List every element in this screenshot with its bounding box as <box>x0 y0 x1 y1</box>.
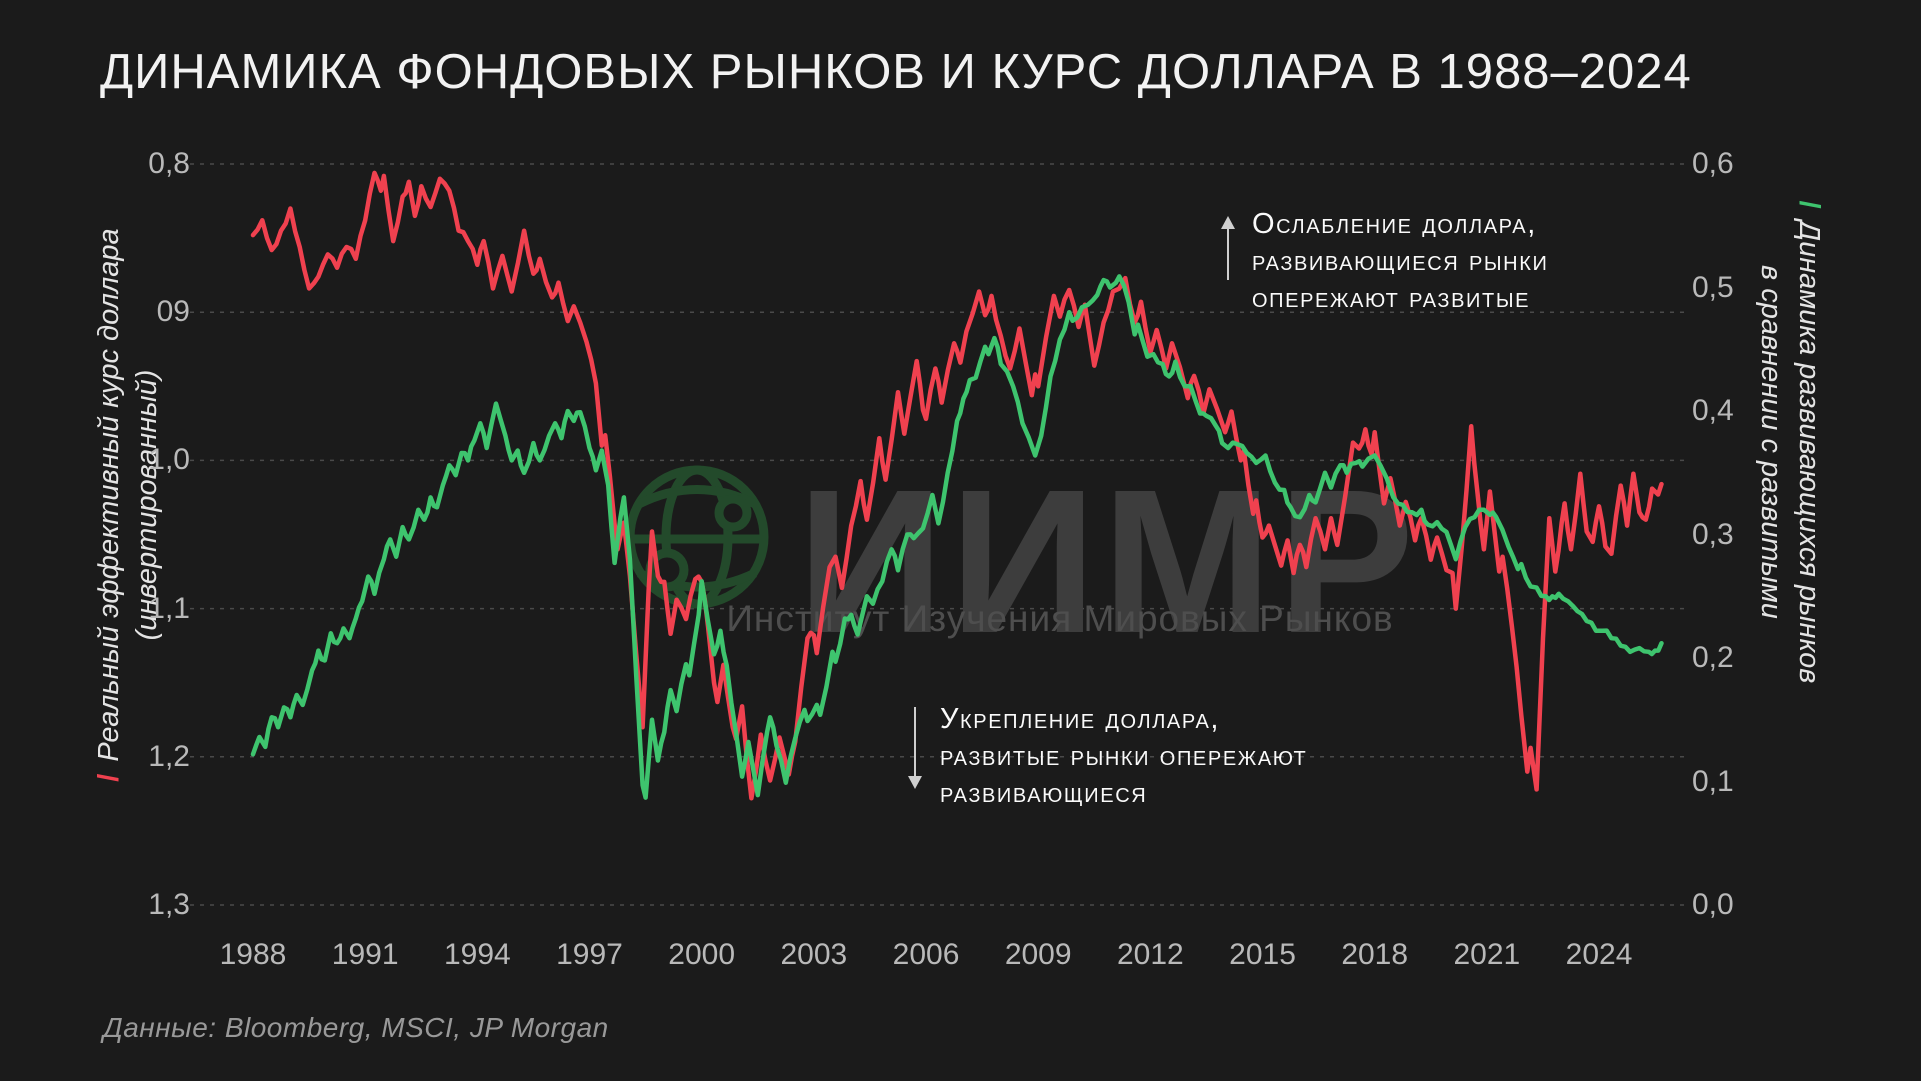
annotation-strong-dollar: Укрепление доллара, развитые рынки опере… <box>940 703 1308 809</box>
watermark-subtitle: Институт Изучения Мировых Рынков <box>726 598 1394 639</box>
left-axis-tick-label: 09 <box>156 295 190 329</box>
up-arrow-icon <box>1221 216 1235 280</box>
right-axis-tick-label: 0,5 <box>1692 270 1734 304</box>
left-axis-tick-label: 1,0 <box>148 443 190 477</box>
right-axis-tick-label: 0,3 <box>1692 517 1734 551</box>
x-axis-tick-label: 2003 <box>780 938 848 971</box>
red-series-marker: / <box>93 773 125 782</box>
x-axis-tick-label: 2021 <box>1453 938 1521 971</box>
right-axis-tick-label: 0,2 <box>1692 641 1734 674</box>
down-arrow-icon <box>908 707 922 789</box>
dollar-reer-line <box>250 170 1664 801</box>
green-series-marker: / <box>1793 200 1825 209</box>
left-axis-tick-label: 1,3 <box>148 888 190 921</box>
right-axis-tick-label: 0,0 <box>1692 888 1734 921</box>
x-axis-tick-label: 1997 <box>556 938 623 971</box>
right-axis-tick-label: 0,1 <box>1692 764 1734 798</box>
right-axis-title-line1: /Динамика развивающихся рынков <box>1790 201 1828 684</box>
x-axis-tick-label: 1994 <box>443 938 511 971</box>
globe-icon <box>625 465 769 609</box>
x-axis-tick-label: 2009 <box>1004 938 1072 971</box>
left-axis-tick-label: 1,1 <box>148 591 190 625</box>
right-axis-title-line2: в сравнении с развитыми <box>1755 265 1787 619</box>
left-axis-tick-label: 0,8 <box>148 147 190 180</box>
x-axis-tick-label: 2012 <box>1116 938 1184 971</box>
annotation-weak-dollar: Ослабление доллара, развивающиеся рынки … <box>1252 208 1549 314</box>
x-axis-tick-label: 1991 <box>331 938 399 971</box>
right-axis-tick-label: 0,4 <box>1692 394 1734 427</box>
x-axis-tick-label: 2006 <box>892 938 960 971</box>
left-axis-tick-label: 1,2 <box>148 739 190 773</box>
em-vs-dm-line <box>250 274 1664 800</box>
data-source-note: Данные: Bloomberg, MSCI, JP Morgan <box>103 1012 609 1043</box>
x-axis-tick-label: 2018 <box>1341 938 1409 971</box>
right-axis-title: /Динамика развивающихся рынков в сравнен… <box>1752 201 1828 684</box>
x-axis-tick-label: 2015 <box>1229 938 1296 971</box>
page-title: ДИНАМИКА ФОНДОВЫХ РЫНКОВ И КУРС ДОЛЛАРА … <box>100 45 1692 99</box>
x-axis-tick-label: 2000 <box>668 938 736 971</box>
right-axis-tick-label: 0,6 <box>1692 147 1734 180</box>
x-axis-tick-label: 2024 <box>1565 938 1633 971</box>
x-axis-tick-label: 1988 <box>219 938 287 971</box>
